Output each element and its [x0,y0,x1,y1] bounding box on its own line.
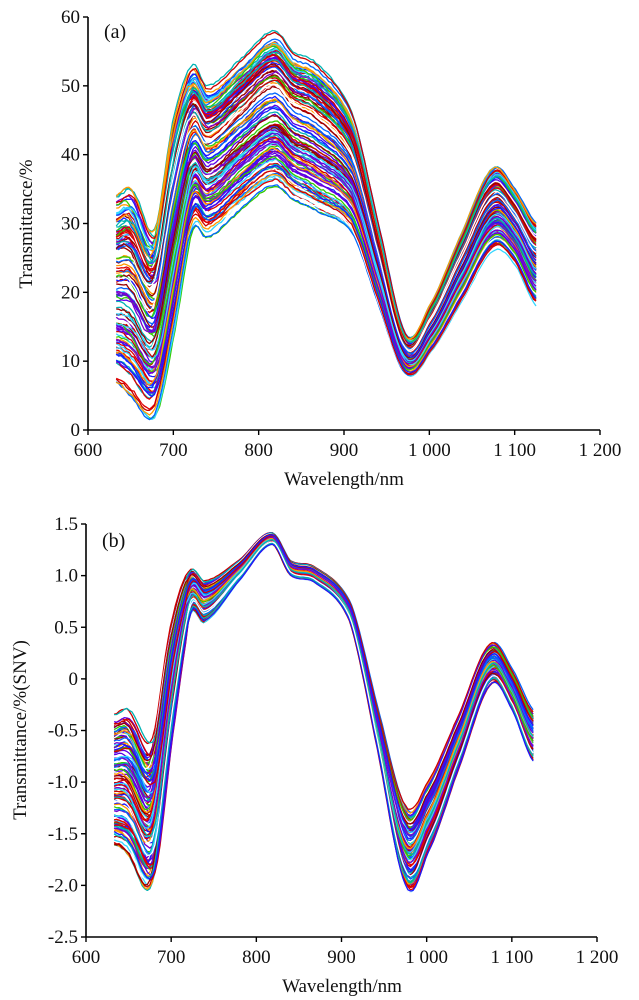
y-tick-label: 50 [61,76,80,97]
spectrum-line [116,177,537,420]
spectrum-line [114,539,534,855]
spectrum-line [115,92,537,354]
x-tick-label: 600 [74,440,103,461]
spectra-curves-b [113,531,534,893]
y-tick-label: 60 [61,7,80,28]
spectrum-line [113,534,534,831]
spectrum-line [115,164,537,398]
spectrum-line [115,173,537,416]
spectrum-line [113,541,534,877]
y-tick-label: 1.0 [54,566,78,587]
chart-panel-b: -2.5 -2.0 -1.5 -1.0 -0.5 0 0.5 1.0 1.5 600 700 800… [10,514,618,997]
y-tick-label: 0 [71,420,81,441]
x-axis-title-b: Wavelength/nm [282,976,402,997]
x-ticks-b: 600 700 800 900 1 000 1 100 1 200 [72,937,619,968]
y-tick-label: 30 [61,214,80,235]
y-tick-label: -0.5 [48,721,78,742]
y-tick-label: 20 [61,282,80,303]
y-tick-label: 10 [61,351,80,372]
spectrum-line [113,543,534,892]
x-tick-label: 600 [72,947,101,968]
spectrum-line [113,542,534,884]
x-tick-label: 1 100 [493,440,536,461]
y-tick-label: 40 [61,145,80,166]
spectrum-line [115,63,537,347]
spectrum-line [115,84,537,353]
x-tick-label: 1 200 [579,440,622,461]
x-tick-label: 1 200 [576,947,619,968]
spectrum-line [115,43,537,340]
y-axis-title-a: Transmittance/% [16,159,37,288]
spectra-curves-a [115,29,537,421]
y-tick-label: 0 [69,669,79,690]
spectrum-line [115,31,537,340]
panel-label-b: (b) [102,530,125,552]
x-tick-label: 800 [242,947,271,968]
x-tick-label: 700 [157,947,186,968]
spectrum-line [115,107,537,358]
spectrum-line [115,156,537,371]
y-axis-title-b: Transmittance/%(SNV) [10,640,31,820]
chart-panel-a: 0 10 20 30 40 50 60 600 700 800 900 1 000 1 100 1 20… [16,7,621,490]
x-tick-label: 700 [159,440,188,461]
x-tick-label: 900 [327,947,356,968]
spectrum-line [116,128,537,362]
x-tick-label: 800 [244,440,273,461]
y-ticks-a: 0 10 20 30 40 50 60 [61,7,88,441]
x-tick-label: 1 000 [405,947,448,968]
x-ticks-a: 600 700 800 900 1 000 1 100 1 200 [74,430,622,461]
y-tick-label: 1.5 [54,514,78,535]
y-tick-label: -1.0 [48,772,78,793]
y-tick-label: -2.5 [48,927,78,948]
x-axis-title-a: Wavelength/nm [284,469,404,490]
spectrum-line [115,83,537,351]
y-tick-label: 0.5 [54,617,78,638]
spectrum-line [116,114,537,359]
panel-label-a: (a) [104,21,126,43]
x-tick-label: 1 000 [408,440,451,461]
spectrum-line [116,51,537,343]
x-tick-label: 900 [330,440,359,461]
x-tick-label: 1 100 [490,947,533,968]
y-tick-label: -1.5 [48,824,78,845]
y-ticks-b: -2.5 -2.0 -1.5 -1.0 -0.5 0 0.5 1.0 1.5 [48,514,86,948]
spectrum-line [116,129,537,365]
y-tick-label: -2.0 [48,875,78,896]
